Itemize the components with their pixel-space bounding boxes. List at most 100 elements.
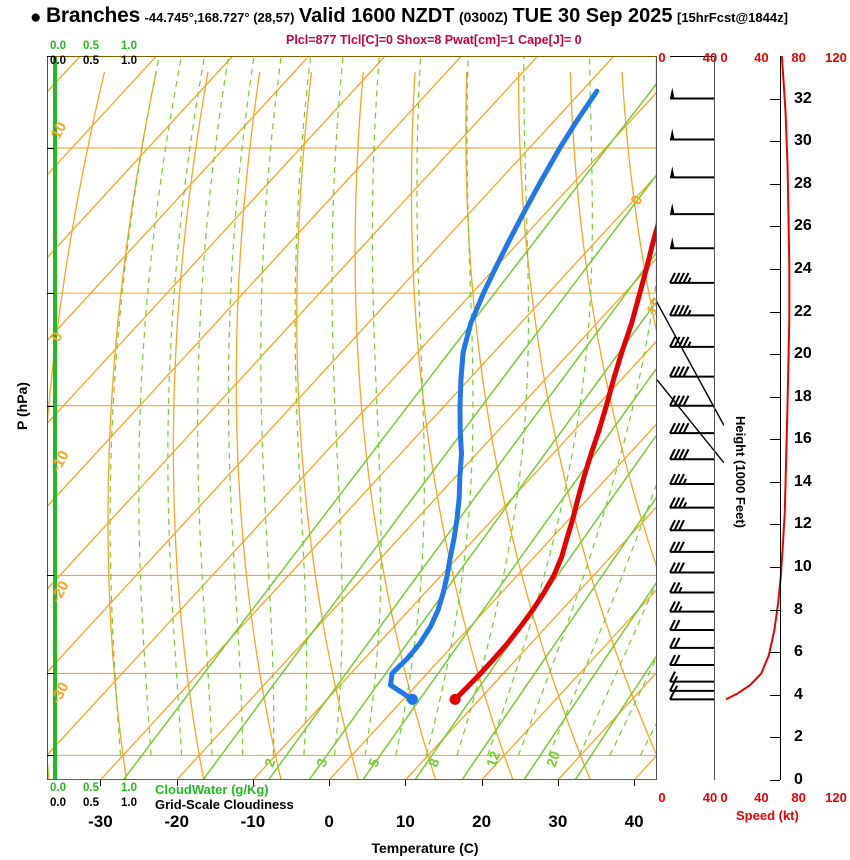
mini-scale-value: 0.5 — [83, 782, 99, 794]
temperature-tick-mark — [329, 780, 331, 786]
temperature-tick-10: 10 — [395, 812, 415, 831]
station-bullet-icon: ● — [30, 6, 42, 28]
temperature-tick-mark — [481, 780, 483, 786]
mini-scale-value: 1.0 — [121, 55, 137, 67]
mini-scale-value: 0.0 — [50, 797, 66, 809]
cloudwater-scale-label: CloudWater (g/Kg) — [155, 782, 269, 797]
wind-barb — [669, 272, 714, 284]
temperature-tick-20: 20 — [472, 812, 492, 831]
temperature-tick--30: -30 — [88, 812, 113, 831]
cloudiness-scale-label: Grid-Scale Cloudiness — [155, 797, 294, 812]
height-tick-mark — [770, 183, 780, 185]
height-tick-mark — [770, 481, 780, 483]
speed-axis-title: Speed (kt) — [736, 808, 799, 823]
speed-tick-40: 40 — [754, 50, 769, 65]
speed-tick-left-40: 40 — [702, 50, 718, 65]
wind-barb — [669, 519, 714, 532]
height-tick-20: 20 — [794, 345, 812, 363]
height-tick-mark — [770, 268, 780, 270]
temperature-tick-mark — [252, 780, 254, 786]
temperature-tick-40: 40 — [624, 812, 644, 831]
height-tick-mark — [770, 694, 780, 696]
height-axis — [780, 56, 781, 780]
mini-scale-value: 1.0 — [121, 797, 137, 809]
plot-border — [47, 56, 657, 780]
height-tick-mark — [770, 141, 780, 143]
pressure-tick-mark — [47, 673, 54, 675]
speed-tick-120: 120 — [825, 50, 847, 65]
temperature-axis-title: Temperature (C) — [371, 840, 479, 856]
wind-barb — [669, 497, 714, 509]
pressure-tick-mark — [47, 56, 54, 57]
wind-barb — [670, 237, 714, 250]
temperature-tick-mark — [405, 780, 407, 786]
wind-barb-panel — [657, 56, 724, 780]
wind-barb — [669, 671, 714, 683]
wind-barb — [669, 366, 714, 378]
height-tick-30: 30 — [794, 132, 812, 150]
wind-barb — [669, 448, 714, 461]
wind-barb — [669, 619, 714, 632]
svg-text:10: 10 — [48, 119, 71, 142]
svg-text:20: 20 — [543, 749, 563, 769]
height-axis-title: Height (1000 Feet) — [733, 416, 748, 528]
wind-barb — [670, 128, 714, 141]
valid-time: Valid 1600 NZDT — [298, 5, 455, 27]
station-name: Branches — [45, 4, 141, 27]
height-tick-28: 28 — [794, 174, 812, 192]
temperature-tick-mark — [176, 780, 178, 786]
forecast-info: [15hrFcst@1844z] — [676, 10, 788, 25]
height-tick-18: 18 — [794, 387, 812, 405]
mini-scale-value: 0.5 — [83, 40, 99, 52]
height-tick-mark — [770, 524, 780, 526]
height-tick-mark — [770, 396, 780, 398]
skewt-plot-area: 100-10-20-30010203023581220 — [47, 56, 657, 780]
height-tick-26: 26 — [794, 217, 812, 235]
mini-scale-value: 0.5 — [83, 55, 99, 67]
height-tick-24: 24 — [794, 259, 812, 277]
height-tick-6: 6 — [794, 643, 803, 661]
pressure-tick-mark — [47, 405, 54, 407]
wind-barb — [669, 541, 714, 553]
valid-time-utc: (0300Z) — [458, 9, 508, 25]
temperature-tick--20: -20 — [164, 812, 189, 831]
height-tick-mark — [770, 311, 780, 313]
height-tick-16: 16 — [794, 430, 812, 448]
wind-barb — [669, 473, 714, 486]
speed-profile-line — [725, 56, 791, 701]
height-tick-22: 22 — [794, 302, 812, 320]
speed-tick-80: 80 — [791, 50, 806, 65]
pressure-tick-mark — [47, 147, 54, 149]
wind-barb — [669, 601, 714, 613]
height-tick-mark — [770, 226, 780, 228]
svg-text:12: 12 — [483, 749, 503, 769]
speed-tick-left-0: 0 — [658, 790, 666, 805]
height-tick-mark — [770, 609, 780, 611]
pressure-tick-mark — [47, 293, 54, 295]
pressure-axis-title: P (hPa) — [14, 382, 30, 430]
wind-barb — [669, 562, 714, 574]
wind-barb — [670, 166, 714, 179]
temperature-tick-mark — [100, 780, 102, 786]
wind-barb — [669, 688, 714, 701]
pressure-tick-mark — [47, 575, 54, 577]
height-tick-2: 2 — [794, 728, 803, 746]
wind-barb — [669, 422, 714, 435]
pressure-tick-mark — [47, 755, 54, 757]
speed-tick-120: 120 — [825, 790, 847, 805]
height-tick-mark — [770, 567, 780, 569]
stability-indices: Plcl=877 Tlcl[C]=0 Shox=8 Pwat[cm]=1 Cap… — [286, 33, 582, 47]
height-tick-32: 32 — [794, 89, 812, 107]
station-coordinates: -44.745°,168.727° (28,57) — [144, 10, 295, 25]
height-tick-mark — [770, 439, 780, 441]
mini-scale-value: 0.5 — [83, 797, 99, 809]
wind-barb — [670, 87, 714, 100]
skewt-canvas: 100-10-20-30010203023581220 — [47, 56, 657, 780]
height-tick-mark — [770, 98, 780, 100]
speed-profile-canvas — [725, 56, 791, 701]
mini-scale-value: 1.0 — [121, 40, 137, 52]
wind-barb — [669, 654, 714, 667]
height-tick-0: 0 — [794, 771, 803, 788]
mini-scale-value: 0.0 — [50, 55, 66, 67]
mini-scale-value: 1.0 — [121, 782, 137, 794]
